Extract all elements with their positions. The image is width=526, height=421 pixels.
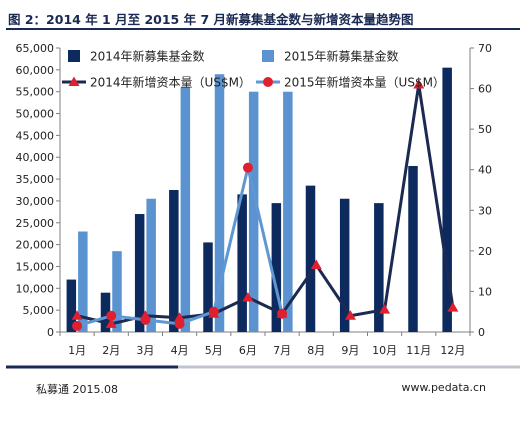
y-left-tick-label: 0 bbox=[47, 326, 54, 339]
y-right-tick-label: 20 bbox=[478, 245, 492, 258]
point-2015 bbox=[208, 306, 219, 317]
x-tick-label: 11月 bbox=[406, 344, 431, 357]
bar-2015 bbox=[248, 91, 259, 332]
point-2014 bbox=[413, 79, 425, 89]
y-left-tick-label: 50,000 bbox=[16, 108, 55, 121]
chart-title: 图 2：2014 年 1 月至 2015 年 7 月新募集基金数与新增资本量趋势… bbox=[8, 12, 414, 27]
y-left-tick-label: 10,000 bbox=[16, 282, 55, 295]
point-2015 bbox=[72, 320, 83, 331]
point-2015 bbox=[277, 308, 288, 319]
bar-2015 bbox=[78, 231, 88, 332]
point-2015 bbox=[106, 310, 117, 321]
y-right-tick-label: 40 bbox=[478, 164, 492, 177]
x-tick-label: 10月 bbox=[372, 344, 397, 357]
point-2014 bbox=[344, 310, 356, 320]
bar-2014 bbox=[203, 242, 213, 332]
bar-2014 bbox=[305, 185, 316, 332]
y-right-tick-label: 0 bbox=[478, 326, 485, 339]
y-left-tick-label: 5,000 bbox=[23, 304, 55, 317]
point-2015 bbox=[174, 318, 185, 329]
point-2014 bbox=[105, 318, 117, 328]
bar-2015 bbox=[180, 87, 191, 332]
y-left-tick-label: 40,000 bbox=[16, 151, 55, 164]
bar-2014 bbox=[271, 203, 282, 332]
legend: 2014年新募集基金数 2015年新募集基金数 2014年新增资本量（US$M） 20… bbox=[62, 49, 445, 90]
bar-2014 bbox=[134, 214, 145, 332]
bar-2015 bbox=[112, 251, 122, 332]
bar-2014 bbox=[66, 279, 77, 332]
y-right-tick-label: 30 bbox=[478, 204, 492, 217]
y-left-tick-label: 65,000 bbox=[16, 42, 55, 55]
y-left-tick-label: 60,000 bbox=[16, 64, 55, 77]
point-2014 bbox=[379, 304, 391, 314]
point-2014 bbox=[447, 302, 459, 312]
point-2015 bbox=[242, 162, 253, 173]
y-right-tick-label: 50 bbox=[478, 123, 492, 136]
y-left-tick-label: 20,000 bbox=[16, 239, 55, 252]
bar-2015 bbox=[283, 91, 293, 332]
point-2015 bbox=[140, 314, 151, 325]
bar-2014 bbox=[374, 203, 384, 332]
x-tick-label: 8月 bbox=[307, 344, 325, 357]
bar-2014 bbox=[169, 190, 179, 332]
legend-swatch bbox=[68, 50, 80, 62]
x-tick-label: 6月 bbox=[239, 344, 257, 357]
plot-area: 0 5,000 10,000 15,000 20,000 25,000 30,000 35,0… bbox=[16, 42, 493, 357]
x-tick-label: 9月 bbox=[341, 344, 359, 357]
y-right-tick-label: 70 bbox=[478, 42, 492, 55]
bar-2014 bbox=[100, 292, 111, 332]
point-2014 bbox=[71, 310, 83, 320]
legend-label: 2014年新募集基金数 bbox=[90, 49, 205, 64]
x-tick-label: 3月 bbox=[136, 344, 154, 357]
x-tick-label: 1月 bbox=[68, 344, 86, 357]
footer-site: www.pedata.cn bbox=[401, 381, 486, 394]
legend-marker bbox=[263, 77, 273, 87]
legend-label: 2014年新增资本量（US$M） bbox=[90, 75, 251, 90]
legend-label: 2015年新募集基金数 bbox=[284, 49, 399, 64]
bar-2015 bbox=[146, 198, 156, 332]
y-left-tick-label: 25,000 bbox=[16, 217, 55, 230]
point-2014 bbox=[310, 259, 322, 270]
y-right-tick-label: 10 bbox=[478, 285, 492, 298]
x-tick-label: 5月 bbox=[205, 344, 223, 357]
y-left-tick-label: 15,000 bbox=[16, 260, 55, 273]
footer-source: 私募通 2015.08 bbox=[36, 383, 118, 396]
y-left-tick-label: 35,000 bbox=[16, 173, 55, 186]
y-left-tick-label: 55,000 bbox=[16, 86, 55, 99]
x-tick-label: 2月 bbox=[102, 344, 120, 357]
bar-2015 bbox=[214, 74, 225, 332]
bar-2014 bbox=[339, 198, 350, 332]
point-2014 bbox=[242, 292, 254, 302]
legend-swatch bbox=[262, 50, 274, 62]
y-left-tick-label: 45,000 bbox=[16, 129, 55, 142]
x-tick-label: 12月 bbox=[440, 344, 465, 357]
point-2014 bbox=[174, 312, 186, 322]
y-right-tick-label: 60 bbox=[478, 83, 492, 96]
legend-label: 2015年新增资本量（US$M） bbox=[284, 75, 445, 90]
y-left-tick-label: 30,000 bbox=[16, 195, 55, 208]
x-tick-label: 7月 bbox=[273, 344, 291, 357]
x-tick-label: 4月 bbox=[171, 344, 189, 357]
bar-2014 bbox=[442, 67, 452, 333]
bar-2014 bbox=[237, 194, 247, 332]
legend-marker bbox=[68, 76, 80, 86]
line-2014 bbox=[76, 83, 455, 326]
bar-2014 bbox=[408, 165, 418, 332]
